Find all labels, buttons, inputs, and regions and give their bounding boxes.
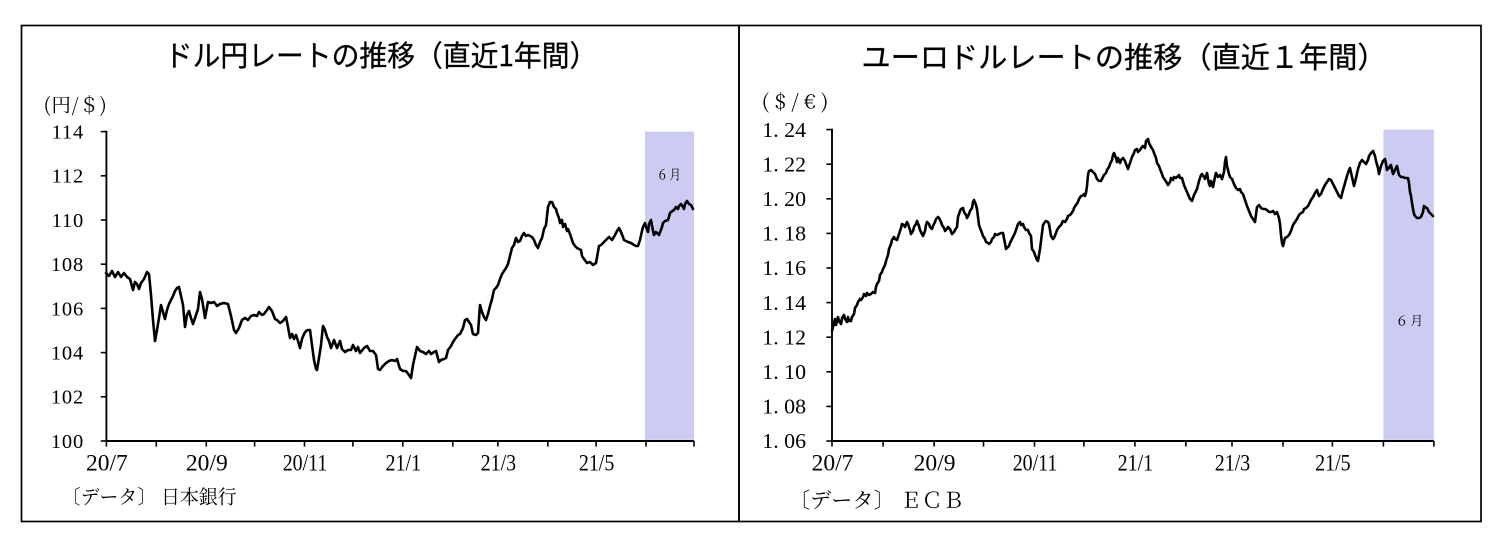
- svg-text:21/5: 21/5: [579, 450, 615, 475]
- svg-text:1. 12: 1. 12: [762, 325, 806, 349]
- svg-text:1. 08: 1. 08: [762, 395, 806, 419]
- svg-text:1. 20: 1. 20: [762, 187, 806, 211]
- svg-text:1. 18: 1. 18: [762, 222, 806, 246]
- svg-text:21/1: 21/1: [386, 450, 422, 475]
- svg-text:110: 110: [52, 210, 84, 232]
- svg-text:1. 10: 1. 10: [762, 360, 806, 384]
- svg-text:20/11: 20/11: [1013, 450, 1058, 475]
- svg-text:102: 102: [51, 387, 84, 409]
- svg-text:20/7: 20/7: [812, 450, 854, 475]
- svg-text:114: 114: [52, 122, 84, 144]
- svg-text:20/11: 20/11: [283, 450, 328, 475]
- svg-text:1. 14: 1. 14: [762, 291, 806, 315]
- svg-text:21/5: 21/5: [1315, 450, 1351, 475]
- svg-text:1. 22: 1. 22: [762, 152, 806, 176]
- svg-text:108: 108: [51, 254, 84, 276]
- svg-text:106: 106: [51, 298, 84, 320]
- svg-text:1. 16: 1. 16: [762, 256, 806, 280]
- svg-text:21/3: 21/3: [1215, 450, 1251, 475]
- svg-text:20/9: 20/9: [914, 450, 956, 475]
- svg-text:112: 112: [52, 166, 84, 188]
- svg-text:21/3: 21/3: [481, 450, 517, 475]
- svg-text:100: 100: [51, 431, 84, 453]
- svg-text:1. 06: 1. 06: [762, 429, 806, 453]
- svg-text:20/7: 20/7: [86, 450, 128, 475]
- svg-text:21/1: 21/1: [1118, 450, 1154, 475]
- svg-text:20/9: 20/9: [186, 450, 228, 475]
- svg-text:104: 104: [51, 343, 84, 365]
- svg-text:1. 24: 1. 24: [762, 118, 806, 142]
